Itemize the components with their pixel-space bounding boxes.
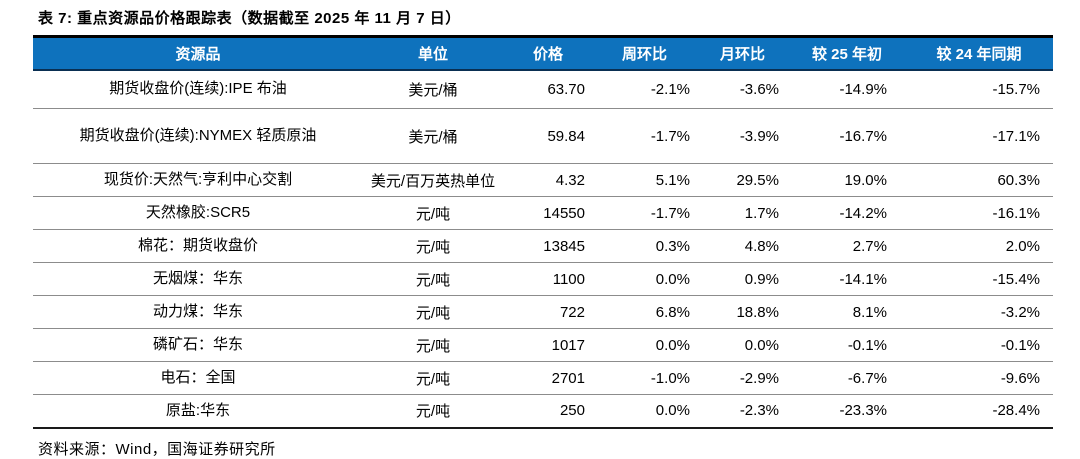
cell-unit: 元/吨 bbox=[363, 328, 503, 362]
table-header: 资源品 单位 价格 周环比 月环比 较 25 年初 较 24 年同期 bbox=[33, 35, 1053, 71]
cell-price: 2701 bbox=[503, 361, 593, 395]
cell-vs_2024: -17.1% bbox=[905, 108, 1053, 164]
cell-mom: -3.6% bbox=[696, 69, 789, 109]
source-note: 资料来源：Wind，国海证券研究所 bbox=[38, 440, 276, 458]
cell-name: 电石：全国 bbox=[33, 361, 363, 395]
cell-name: 天然橡胶:SCR5 bbox=[33, 196, 363, 230]
cell-vs_2024: -0.1% bbox=[905, 328, 1053, 362]
cell-unit: 元/吨 bbox=[363, 229, 503, 263]
cell-vs_start_2025: 8.1% bbox=[789, 295, 905, 329]
table-row: 动力煤：华东 元/吨 722 6.8% 18.8% 8.1% -3.2% bbox=[33, 295, 1053, 329]
cell-price: 59.84 bbox=[503, 108, 593, 164]
cell-wow: -1.7% bbox=[593, 108, 696, 164]
cell-mom: -3.9% bbox=[696, 108, 789, 164]
cell-mom: 0.0% bbox=[696, 328, 789, 362]
cell-unit: 元/吨 bbox=[363, 196, 503, 230]
cell-vs_start_2025: -14.2% bbox=[789, 196, 905, 230]
cell-unit: 元/吨 bbox=[363, 361, 503, 395]
cell-mom: 29.5% bbox=[696, 163, 789, 197]
header-cell-price: 价格 bbox=[503, 35, 593, 71]
price-table: 资源品 单位 价格 周环比 月环比 较 25 年初 较 24 年同期 期货收盘价… bbox=[33, 35, 1053, 429]
cell-mom: -2.3% bbox=[696, 394, 789, 429]
header-cell-unit: 单位 bbox=[363, 35, 503, 71]
header-cell-vs24same: 较 24 年同期 bbox=[905, 35, 1053, 71]
cell-wow: -1.7% bbox=[593, 196, 696, 230]
cell-name: 动力煤：华东 bbox=[33, 295, 363, 329]
cell-price: 1100 bbox=[503, 262, 593, 296]
table-header-row: 资源品 单位 价格 周环比 月环比 较 25 年初 较 24 年同期 bbox=[33, 35, 1053, 71]
table-title: 表 7: 重点资源品价格跟踪表（数据截至 2025 年 11 月 7 日） bbox=[38, 10, 461, 27]
cell-vs_start_2025: -6.7% bbox=[789, 361, 905, 395]
cell-name: 现货价:天然气:亨利中心交割 bbox=[33, 163, 363, 197]
cell-price: 4.32 bbox=[503, 163, 593, 197]
cell-unit: 元/吨 bbox=[363, 295, 503, 329]
table-row: 期货收盘价(连续):NYMEX 轻质原油 美元/桶 59.84 -1.7% -3.9% -… bbox=[33, 108, 1053, 164]
cell-vs_start_2025: 2.7% bbox=[789, 229, 905, 263]
cell-wow: 0.3% bbox=[593, 229, 696, 263]
cell-wow: 5.1% bbox=[593, 163, 696, 197]
table-row: 天然橡胶:SCR5 元/吨 14550 -1.7% 1.7% -14.2% -16.1% bbox=[33, 196, 1053, 230]
cell-vs_2024: -9.6% bbox=[905, 361, 1053, 395]
cell-unit: 美元/桶 bbox=[363, 108, 503, 164]
cell-unit: 元/吨 bbox=[363, 262, 503, 296]
cell-price: 250 bbox=[503, 394, 593, 429]
cell-name: 磷矿石：华东 bbox=[33, 328, 363, 362]
table-row: 现货价:天然气:亨利中心交割 美元/百万英热单位 4.32 5.1% 29.5% 19.0… bbox=[33, 163, 1053, 197]
cell-vs_2024: -28.4% bbox=[905, 394, 1053, 429]
cell-mom: 18.8% bbox=[696, 295, 789, 329]
header-cell-wow: 周环比 bbox=[593, 35, 696, 71]
cell-name: 原盐:华东 bbox=[33, 394, 363, 429]
header-cell-resource: 资源品 bbox=[33, 35, 363, 71]
cell-wow: 0.0% bbox=[593, 328, 696, 362]
header-cell-vs25start: 较 25 年初 bbox=[789, 35, 905, 71]
cell-vs_start_2025: -16.7% bbox=[789, 108, 905, 164]
cell-vs_2024: 60.3% bbox=[905, 163, 1053, 197]
table-row: 棉花：期货收盘价 元/吨 13845 0.3% 4.8% 2.7% 2.0% bbox=[33, 229, 1053, 263]
cell-price: 13845 bbox=[503, 229, 593, 263]
cell-vs_start_2025: -14.9% bbox=[789, 69, 905, 109]
cell-price: 63.70 bbox=[503, 69, 593, 109]
cell-vs_2024: 2.0% bbox=[905, 229, 1053, 263]
cell-mom: -2.9% bbox=[696, 361, 789, 395]
cell-name: 期货收盘价(连续):IPE 布油 bbox=[33, 69, 363, 109]
table-row: 磷矿石：华东 元/吨 1017 0.0% 0.0% -0.1% -0.1% bbox=[33, 328, 1053, 362]
cell-name: 棉花：期货收盘价 bbox=[33, 229, 363, 263]
cell-unit: 美元/百万英热单位 bbox=[363, 163, 503, 197]
cell-price: 722 bbox=[503, 295, 593, 329]
cell-mom: 0.9% bbox=[696, 262, 789, 296]
cell-wow: 6.8% bbox=[593, 295, 696, 329]
table-row: 无烟煤：华东 元/吨 1100 0.0% 0.9% -14.1% -15.4% bbox=[33, 262, 1053, 296]
table-body: 期货收盘价(连续):IPE 布油 美元/桶 63.70 -2.1% -3.6% -14.9… bbox=[33, 69, 1053, 429]
cell-mom: 1.7% bbox=[696, 196, 789, 230]
cell-wow: 0.0% bbox=[593, 394, 696, 429]
cell-name: 期货收盘价(连续):NYMEX 轻质原油 bbox=[33, 108, 363, 164]
cell-vs_start_2025: 19.0% bbox=[789, 163, 905, 197]
cell-vs_2024: -15.7% bbox=[905, 69, 1053, 109]
cell-wow: -1.0% bbox=[593, 361, 696, 395]
header-cell-mom: 月环比 bbox=[696, 35, 789, 71]
table-row: 原盐:华东 元/吨 250 0.0% -2.3% -23.3% -28.4% bbox=[33, 394, 1053, 429]
cell-wow: 0.0% bbox=[593, 262, 696, 296]
table-row: 期货收盘价(连续):IPE 布油 美元/桶 63.70 -2.1% -3.6% -14.9… bbox=[33, 69, 1053, 109]
cell-vs_2024: -15.4% bbox=[905, 262, 1053, 296]
cell-vs_start_2025: -23.3% bbox=[789, 394, 905, 429]
cell-wow: -2.1% bbox=[593, 69, 696, 109]
cell-price: 1017 bbox=[503, 328, 593, 362]
cell-mom: 4.8% bbox=[696, 229, 789, 263]
cell-unit: 美元/桶 bbox=[363, 69, 503, 109]
cell-unit: 元/吨 bbox=[363, 394, 503, 429]
table-row: 电石：全国 元/吨 2701 -1.0% -2.9% -6.7% -9.6% bbox=[33, 361, 1053, 395]
cell-price: 14550 bbox=[503, 196, 593, 230]
cell-name: 无烟煤：华东 bbox=[33, 262, 363, 296]
cell-vs_2024: -16.1% bbox=[905, 196, 1053, 230]
cell-vs_start_2025: -14.1% bbox=[789, 262, 905, 296]
cell-vs_2024: -3.2% bbox=[905, 295, 1053, 329]
cell-vs_start_2025: -0.1% bbox=[789, 328, 905, 362]
